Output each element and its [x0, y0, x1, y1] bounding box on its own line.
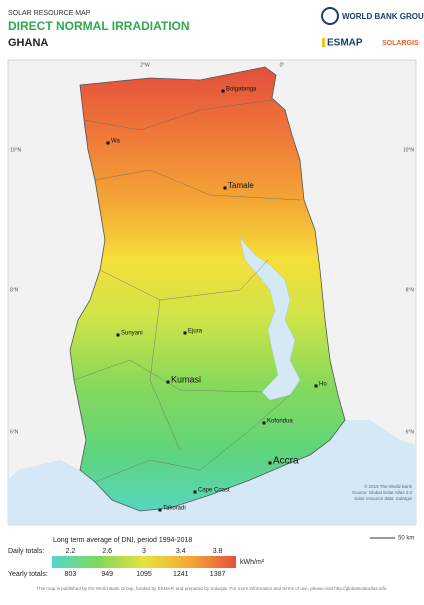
city-marker — [262, 421, 266, 425]
legend-unit: kWh/m² — [240, 559, 265, 566]
city-marker — [116, 333, 120, 337]
yearly-value: 803 — [65, 571, 77, 578]
solargis-logo: SOLARGIS — [382, 40, 419, 47]
city-marker — [314, 384, 318, 388]
daily-value: 3 — [142, 548, 146, 555]
city-marker — [106, 141, 110, 145]
footer: This map is published by the World Bank … — [36, 586, 387, 591]
city-label: Accra — [273, 456, 299, 467]
yearly-value: 1095 — [136, 571, 152, 578]
city-label: Takoradi — [163, 506, 186, 512]
credit: Source: Global Solar Atlas 2.0 — [352, 490, 413, 495]
city-marker — [166, 380, 170, 384]
city-label: Sunyani — [121, 331, 143, 337]
credit: © 2019 The World Bank — [364, 483, 413, 489]
city-marker — [158, 508, 162, 512]
yearly-value: 1241 — [173, 571, 189, 578]
city-marker — [221, 89, 225, 93]
sea — [8, 420, 416, 525]
daily-value: 2.6 — [102, 548, 112, 555]
yearly-label: Yearly totals: — [8, 571, 48, 578]
latitude-label: 10°N — [403, 147, 415, 153]
city-label: Tamale — [228, 181, 254, 190]
city-label: Ejura — [188, 329, 203, 335]
credit: Solar resource data: Solargis — [354, 496, 413, 501]
title: DIRECT NORMAL IRRADIATION — [8, 19, 190, 33]
yearly-value: 1387 — [210, 571, 226, 578]
city-label: Bolgatanga — [226, 87, 257, 93]
city-label: Kumasi — [171, 374, 201, 384]
esmap-logo: ESMAP — [327, 38, 363, 49]
longitude-label: 0° — [280, 62, 285, 68]
country: GHANA — [8, 37, 48, 49]
wb-logo: WORLD BANK GROUP — [342, 12, 424, 21]
city-label: Wa — [111, 139, 120, 145]
city-marker — [223, 186, 227, 190]
esmap-icon — [322, 38, 325, 47]
latitude-label: 10°N — [10, 147, 22, 153]
daily-label: Daily totals: — [8, 548, 44, 555]
legend-bar — [52, 556, 236, 568]
latitude-label: 8°N — [406, 287, 415, 293]
city-marker — [183, 331, 187, 335]
legend-title: Long term average of DNI, period 1994-20… — [53, 537, 192, 544]
yearly-value: 949 — [101, 571, 113, 578]
lake-volta — [239, 237, 301, 401]
scale-label: 50 km — [398, 536, 414, 542]
latitude-label: 6°N — [10, 429, 19, 435]
city-label: Ho — [319, 382, 327, 388]
daily-value: 2.2 — [66, 548, 76, 555]
city-label: Cape Coast — [198, 488, 230, 494]
ghana — [69, 66, 346, 512]
wb-icon — [321, 7, 339, 25]
longitude-label: 2°W — [140, 62, 150, 68]
daily-value: 3.8 — [213, 548, 223, 555]
latitude-label: 8°N — [10, 287, 19, 293]
city-label: Koforidua — [267, 419, 293, 425]
latitude-label: 6°N — [406, 429, 415, 435]
city-marker — [193, 490, 197, 494]
regions — [73, 99, 301, 483]
subtitle: SOLAR RESOURCE MAP — [8, 10, 91, 17]
city-marker — [268, 461, 272, 465]
daily-value: 3.4 — [176, 548, 186, 555]
